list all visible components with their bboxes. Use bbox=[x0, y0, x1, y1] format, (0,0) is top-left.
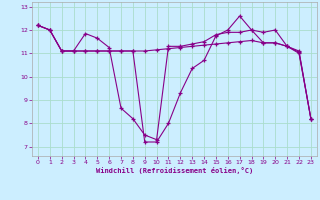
X-axis label: Windchill (Refroidissement éolien,°C): Windchill (Refroidissement éolien,°C) bbox=[96, 167, 253, 174]
